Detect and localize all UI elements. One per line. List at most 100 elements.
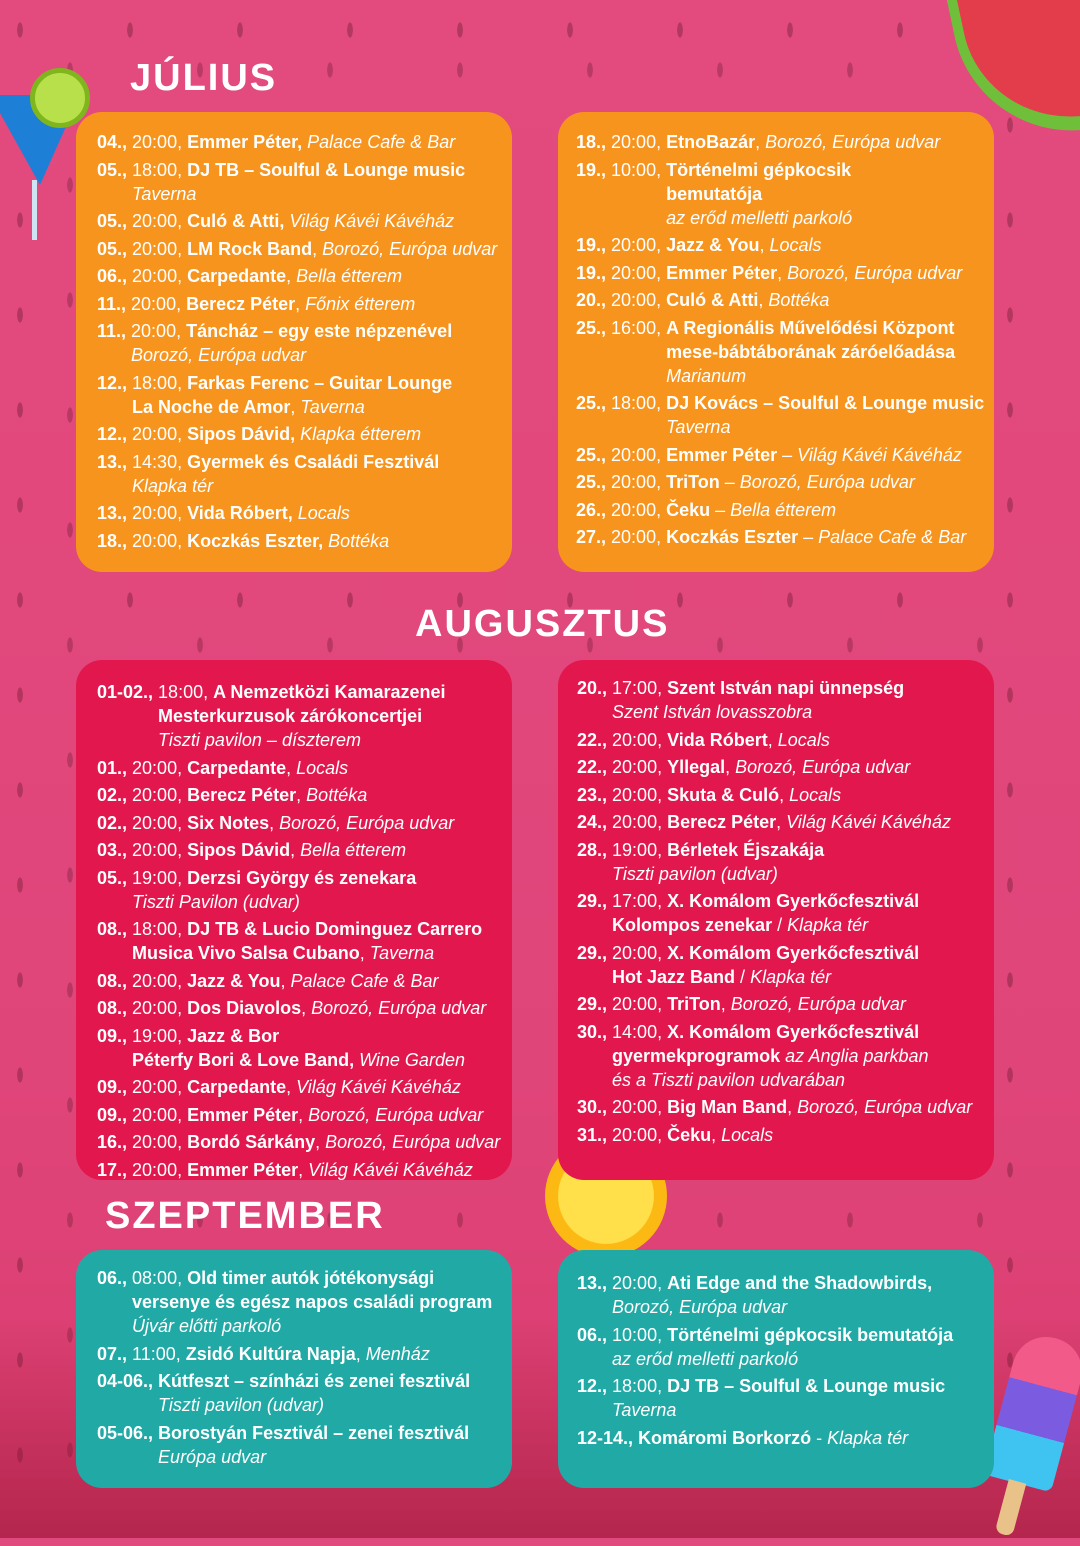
event-continuation-line: 25., 16:00, Marianum bbox=[576, 364, 994, 388]
event-title: Sipos Dávid, bbox=[187, 424, 296, 444]
event-entry: 08., 20:00, Jazz & You, Palace Cafe & Ba… bbox=[97, 969, 512, 993]
event-venue: Bottéka bbox=[306, 785, 368, 805]
separator: , bbox=[359, 943, 370, 963]
event-line: 05., 20:00, LM Rock Band, Borozó, Európa… bbox=[97, 237, 512, 261]
event-line: 04., 20:00, Emmer Péter, Palace Cafe & B… bbox=[97, 130, 512, 154]
event-title: La Noche de Amor bbox=[132, 396, 291, 417]
event-title: Emmer Péter, bbox=[187, 132, 303, 152]
event-line: 13., 20:00, Ati Edge and the Shadowbirds… bbox=[577, 1271, 994, 1295]
event-venue: Szent István lovasszobra bbox=[612, 702, 813, 722]
separator: , bbox=[355, 1343, 366, 1364]
event-title: Sipos Dávid bbox=[187, 840, 291, 860]
event-title: Bordó Sárkány bbox=[187, 1132, 316, 1152]
event-entry: 01-02., 18:00, A Nemzetközi Kamarazenei0… bbox=[97, 680, 512, 752]
event-continuation-line: 30., és a Tiszti pavilon udvarában bbox=[577, 1068, 994, 1092]
separator: , bbox=[759, 235, 770, 255]
event-title: versenye és egész napos családi program bbox=[132, 1292, 493, 1312]
separator: , bbox=[269, 812, 280, 833]
event-entry: 12., 18:00, DJ TB – Soulful & Lounge mus… bbox=[577, 1374, 994, 1422]
event-time: 19:00, bbox=[607, 839, 668, 860]
event-venue: Borozó, Európa udvar bbox=[325, 1132, 501, 1152]
event-venue: Borozó, Európa udvar bbox=[797, 1097, 973, 1117]
event-time: 20:00, bbox=[606, 499, 667, 520]
separator: , bbox=[290, 396, 301, 417]
separator: , bbox=[720, 994, 731, 1014]
event-date: 05., bbox=[97, 211, 128, 231]
separator: , bbox=[286, 266, 297, 286]
event-continuation-line: 25., 18:00, Taverna bbox=[576, 415, 994, 439]
event-entry: 18., 20:00, EtnoBazár, Borozó, Európa ud… bbox=[576, 130, 994, 154]
event-title: TriTon bbox=[666, 472, 720, 492]
event-entry: 30., 20:00, Big Man Band, Borozó, Európa… bbox=[577, 1095, 994, 1119]
event-venue: Borozó, Európa udvar bbox=[131, 345, 307, 365]
event-line: 25., 18:00, DJ Kovács – Soulful & Lounge… bbox=[576, 391, 994, 415]
event-continuation-line: 25., 16:00, mese-bábtáborának záróelőadá… bbox=[576, 340, 994, 364]
event-date: 29., bbox=[577, 994, 608, 1014]
event-entry: 18., 20:00, Koczkás Eszter, Bottéka bbox=[97, 529, 512, 553]
event-time: 16:00, bbox=[606, 317, 667, 338]
event-venue: Főnix étterem bbox=[305, 293, 416, 314]
event-title: Komáromi Borkorzó bbox=[638, 1427, 812, 1448]
event-title: Hot Jazz Band bbox=[612, 966, 736, 987]
event-date: 19., bbox=[576, 159, 607, 180]
event-entry: 11., 20:00, Táncház – egy este népzenéve… bbox=[97, 319, 512, 367]
event-line: 19., 10:00, Történelmi gépkocsik bbox=[576, 158, 994, 182]
event-time: 14:30, bbox=[127, 451, 188, 472]
separator: , bbox=[767, 729, 778, 750]
event-entry: 28., 19:00, Bérletek Éjszakája28., Tiszt… bbox=[577, 838, 994, 886]
event-continuation-line: 29., Kolompos zenekar / Klapka tér bbox=[577, 913, 994, 937]
event-time: 20:00, bbox=[127, 812, 188, 833]
event-date: 29., bbox=[577, 942, 608, 963]
event-venue: Világ Kávéi Kávéház bbox=[284, 211, 455, 231]
event-line: 01-02., 18:00, A Nemzetközi Kamarazenei bbox=[97, 680, 512, 704]
event-title: Big Man Band bbox=[667, 1097, 788, 1117]
event-venue: Borozó, Európa udvar bbox=[322, 238, 498, 259]
event-entry: 11., 20:00, Berecz Péter, Főnix étterem bbox=[97, 292, 512, 316]
event-time: 20:00, bbox=[127, 840, 188, 860]
event-time: 20:00, bbox=[607, 994, 668, 1014]
event-line: 05-06., Borostyán Fesztivál – zenei fesz… bbox=[97, 1421, 512, 1445]
event-time: 20:00, bbox=[126, 293, 187, 314]
event-date: 20., bbox=[577, 678, 608, 698]
event-venue: Wine Garden bbox=[354, 1049, 465, 1070]
event-time: 20:00, bbox=[127, 785, 188, 805]
event-date: 05., bbox=[97, 159, 128, 180]
event-date: 01., bbox=[97, 757, 128, 778]
event-venue: Tiszti pavilon – díszterem bbox=[158, 730, 361, 750]
july-events-left: 04., 20:00, Emmer Péter, Palace Cafe & B… bbox=[76, 112, 512, 572]
event-time: 17:00, bbox=[607, 678, 668, 698]
event-continuation-line: 29., Hot Jazz Band / Klapka tér bbox=[577, 965, 994, 989]
event-line: 29., 17:00, X. Komálom Gyerkőcfesztivál bbox=[577, 889, 994, 913]
event-date: 12., bbox=[97, 424, 128, 444]
event-date: 07., bbox=[97, 1343, 128, 1364]
event-line: 20., 20:00, Culó & Atti, Bottéka bbox=[576, 288, 994, 312]
event-venue: Európa udvar bbox=[158, 1446, 267, 1467]
event-continuation-line: 05-06., Európa udvar bbox=[97, 1445, 512, 1469]
event-entry: 08., 20:00, Dos Diavolos, Borozó, Európa… bbox=[97, 996, 512, 1020]
event-title: LM Rock Band bbox=[187, 238, 313, 259]
event-time: 20:00, bbox=[127, 970, 188, 991]
event-date: 09., bbox=[97, 1025, 128, 1046]
event-line: 19., 20:00, Jazz & You, Locals bbox=[576, 233, 994, 257]
event-entry: 04., 20:00, Emmer Péter, Palace Cafe & B… bbox=[97, 130, 512, 154]
event-entry: 09., 20:00, Carpedante, Világ Kávéi Kávé… bbox=[97, 1075, 512, 1099]
event-venue: Menház bbox=[365, 1343, 430, 1364]
event-line: 18., 20:00, EtnoBazár, Borozó, Európa ud… bbox=[576, 130, 994, 154]
event-venue: Locals bbox=[296, 757, 349, 778]
event-entry: 16., 20:00, Bordó Sárkány, Borozó, Európ… bbox=[97, 1130, 512, 1154]
separator: , bbox=[787, 1097, 798, 1117]
event-line: 12-14., Komáromi Borkorzó - Klapka tér bbox=[577, 1426, 994, 1450]
event-time: 18:00, bbox=[607, 1376, 668, 1396]
event-time: 18:00, bbox=[127, 159, 188, 180]
event-line: 11., 20:00, Táncház – egy este népzenéve… bbox=[97, 319, 512, 343]
event-line: 25., 16:00, A Regionális Művelődési Közp… bbox=[576, 316, 994, 340]
event-continuation-line: 05., Taverna bbox=[97, 182, 512, 206]
month-heading-september: SZEPTEMBER bbox=[105, 1195, 385, 1237]
event-venue: Bottéka bbox=[768, 290, 830, 310]
event-line: 04-06., Kútfeszt – színházi és zenei fes… bbox=[97, 1369, 512, 1393]
event-venue: Borozó, Európa udvar bbox=[308, 1104, 484, 1125]
separator: , bbox=[290, 840, 301, 860]
separator: , bbox=[779, 784, 790, 805]
separator: – bbox=[777, 444, 798, 465]
event-entry: 26., 20:00, Čeku – Bella étterem bbox=[576, 498, 994, 522]
